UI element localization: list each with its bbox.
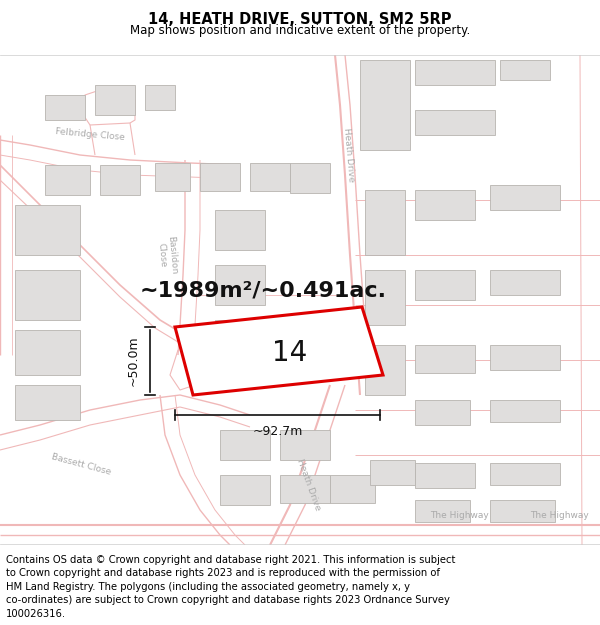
Text: ~50.0m: ~50.0m xyxy=(127,336,140,386)
Polygon shape xyxy=(220,430,270,460)
Text: ~92.7m: ~92.7m xyxy=(253,425,302,438)
Polygon shape xyxy=(200,163,240,191)
Polygon shape xyxy=(45,95,85,120)
Polygon shape xyxy=(45,165,90,195)
Polygon shape xyxy=(370,460,415,485)
Polygon shape xyxy=(490,345,560,370)
Polygon shape xyxy=(215,265,265,305)
Text: Heath Drive: Heath Drive xyxy=(295,458,322,512)
Polygon shape xyxy=(280,430,330,460)
Polygon shape xyxy=(365,270,405,325)
Text: Heath Drive: Heath Drive xyxy=(352,308,366,362)
Polygon shape xyxy=(365,190,405,255)
Polygon shape xyxy=(15,385,80,420)
Polygon shape xyxy=(175,307,383,395)
Polygon shape xyxy=(415,190,475,220)
Polygon shape xyxy=(415,463,475,488)
Polygon shape xyxy=(215,320,265,355)
Polygon shape xyxy=(215,210,265,250)
Text: The Highway: The Highway xyxy=(430,511,489,520)
Polygon shape xyxy=(415,270,475,300)
Polygon shape xyxy=(330,475,375,503)
Polygon shape xyxy=(415,500,470,522)
Polygon shape xyxy=(490,185,560,210)
Polygon shape xyxy=(365,345,405,395)
Polygon shape xyxy=(490,500,555,522)
Polygon shape xyxy=(360,60,410,150)
Text: 14, HEATH DRIVE, SUTTON, SM2 5RP: 14, HEATH DRIVE, SUTTON, SM2 5RP xyxy=(148,12,452,27)
Text: Map shows position and indicative extent of the property.: Map shows position and indicative extent… xyxy=(130,24,470,36)
Text: Bassett Close: Bassett Close xyxy=(50,452,112,477)
Polygon shape xyxy=(415,345,475,373)
Text: The Highway: The Highway xyxy=(530,511,589,520)
Polygon shape xyxy=(95,85,135,115)
Polygon shape xyxy=(280,475,330,503)
Polygon shape xyxy=(145,85,175,110)
Text: Felbridge Close: Felbridge Close xyxy=(55,127,125,142)
Polygon shape xyxy=(250,163,290,191)
Polygon shape xyxy=(155,163,190,191)
Polygon shape xyxy=(415,110,495,135)
Polygon shape xyxy=(15,205,80,255)
Polygon shape xyxy=(15,270,80,320)
Polygon shape xyxy=(490,463,560,485)
Polygon shape xyxy=(290,163,330,193)
Polygon shape xyxy=(15,330,80,375)
Text: Basildon
Close: Basildon Close xyxy=(155,235,178,275)
Polygon shape xyxy=(415,60,495,85)
Text: Contains OS data © Crown copyright and database right 2021. This information is : Contains OS data © Crown copyright and d… xyxy=(6,554,455,619)
Polygon shape xyxy=(415,400,470,425)
Polygon shape xyxy=(220,475,270,505)
Polygon shape xyxy=(490,270,560,295)
Polygon shape xyxy=(100,165,140,195)
Text: Heath Drive: Heath Drive xyxy=(342,127,356,182)
Text: ~1989m²/~0.491ac.: ~1989m²/~0.491ac. xyxy=(139,280,386,300)
Polygon shape xyxy=(490,400,560,422)
Polygon shape xyxy=(500,60,550,80)
Text: 14: 14 xyxy=(272,339,308,367)
